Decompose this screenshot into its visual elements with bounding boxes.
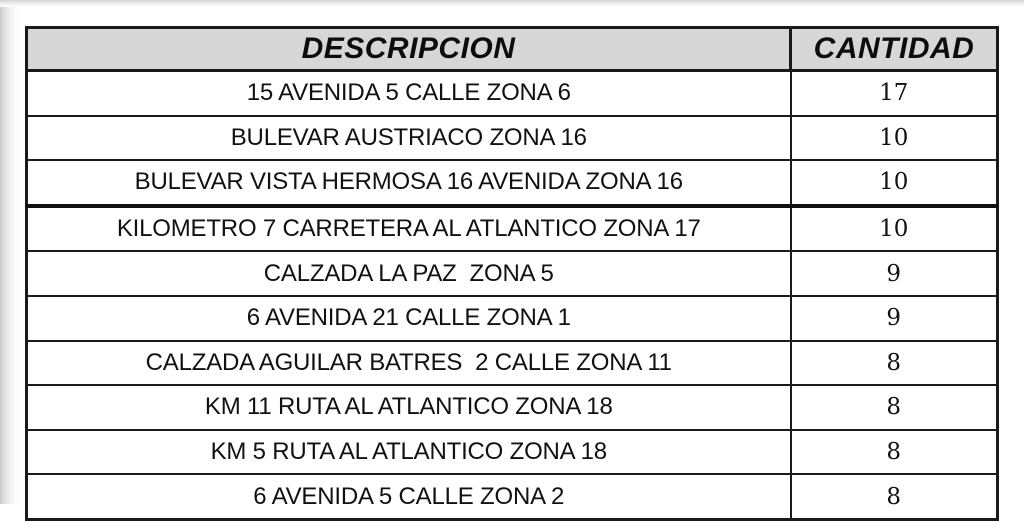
table-row: KM 5 RUTA AL ATLANTICO ZONA 18 8 — [25, 428, 999, 476]
cell-descripcion: KM 11 RUTA AL ATLANTICO ZONA 18 — [25, 384, 792, 431]
column-header-cantidad: CANTIDAD — [789, 26, 999, 72]
cell-cantidad: 9 — [789, 250, 999, 297]
cell-descripcion: KM 5 RUTA AL ATLANTICO ZONA 18 — [25, 428, 792, 476]
cell-descripcion: KILOMETRO 7 CARRETERA AL ATLANTICO ZONA … — [25, 204, 792, 253]
table-header: DESCRIPCION CANTIDAD — [25, 26, 999, 72]
cell-cantidad: 9 — [789, 294, 999, 342]
cell-descripcion: 6 AVENIDA 5 CALLE ZONA 2 — [25, 473, 792, 521]
table-row: BULEVAR AUSTRIACO ZONA 16 10 — [25, 114, 999, 162]
cell-descripcion: 15 AVENIDA 5 CALLE ZONA 6 — [25, 69, 792, 117]
table-row: KM 11 RUTA AL ATLANTICO ZONA 18 8 — [25, 384, 999, 431]
cell-cantidad: 8 — [789, 339, 999, 387]
table-body: 15 AVENIDA 5 CALLE ZONA 6 17 BULEVAR AUSTR… — [25, 69, 999, 521]
table-header-row: DESCRIPCION CANTIDAD — [25, 26, 999, 72]
cell-descripcion: 6 AVENIDA 21 CALLE ZONA 1 — [25, 294, 792, 342]
cell-descripcion: BULEVAR VISTA HERMOSA 16 AVENIDA ZONA 16 — [25, 159, 792, 208]
cell-cantidad: 8 — [789, 384, 999, 431]
table-container: DESCRIPCION CANTIDAD 15 AVENIDA 5 CALLE … — [25, 26, 999, 521]
cell-cantidad: 10 — [789, 114, 999, 162]
cell-cantidad: 8 — [789, 428, 999, 476]
table-row: CALZADA AGUILAR BATRES 2 CALLE ZONA 11 8 — [25, 339, 999, 387]
cell-descripcion: BULEVAR AUSTRIACO ZONA 16 — [25, 114, 792, 162]
cell-descripcion: CALZADA LA PAZ ZONA 5 — [25, 250, 792, 297]
cell-cantidad: 10 — [789, 204, 999, 253]
cell-cantidad: 10 — [789, 159, 999, 208]
table-row: 15 AVENIDA 5 CALLE ZONA 6 17 — [25, 69, 999, 117]
column-header-descripcion: DESCRIPCION — [25, 26, 792, 72]
table-row: BULEVAR VISTA HERMOSA 16 AVENIDA ZONA 16… — [25, 159, 999, 208]
descripcion-cantidad-table: DESCRIPCION CANTIDAD 15 AVENIDA 5 CALLE … — [25, 26, 999, 521]
cell-cantidad: 8 — [789, 473, 999, 521]
table-row: KILOMETRO 7 CARRETERA AL ATLANTICO ZONA … — [25, 204, 999, 253]
cell-cantidad: 17 — [789, 69, 999, 117]
cell-descripcion: CALZADA AGUILAR BATRES 2 CALLE ZONA 11 — [25, 339, 792, 387]
